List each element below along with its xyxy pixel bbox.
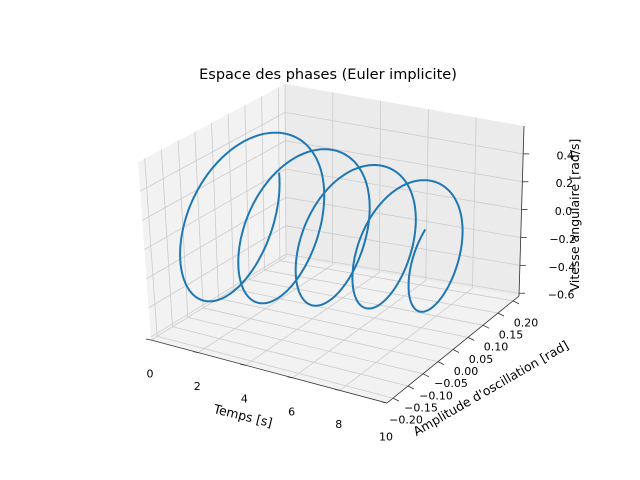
grid-line-z-backwall <box>285 140 523 183</box>
grid-line-z-leftwall <box>139 112 286 192</box>
x-tick-label: 10 <box>379 431 393 444</box>
grid-line-y-leftwall <box>160 149 173 327</box>
x-tick-label: 2 <box>194 380 201 393</box>
z-axis-label: Vitesse angulaire [rad/s] <box>567 139 582 292</box>
back-wall-pane <box>285 84 524 296</box>
grid-line-x-backwall <box>425 109 429 281</box>
grid-line-y-leftwall <box>244 105 250 280</box>
y-tick-mark <box>512 300 520 305</box>
y-tick-mark <box>437 361 445 366</box>
grid-line-y-floor <box>218 298 454 350</box>
grid-line-y-leftwall <box>227 114 235 290</box>
x-tick-label: 8 <box>335 418 342 431</box>
axis-ticks: 0246810−0.20−0.15−0.10−0.050.000.050.100… <box>145 149 576 444</box>
x-tick-mark <box>381 401 388 404</box>
y-tick-mark <box>467 336 475 341</box>
y-tick-label: −0.20 <box>389 414 423 427</box>
grid-line-y-leftwall <box>261 96 265 271</box>
x-tick-label: 0 <box>147 368 154 381</box>
y-tick-mark <box>482 324 490 329</box>
z-tick-label: −0.6 <box>548 289 575 302</box>
z-axis-line <box>518 125 525 297</box>
grid-line-z-backwall <box>285 111 524 155</box>
y-tick-label: −0.05 <box>434 377 468 390</box>
grid-line-z-backwall <box>285 168 522 211</box>
x-tick-mark <box>193 351 199 353</box>
y-tick-label: 0.00 <box>454 365 479 378</box>
grid-line-y-floor <box>279 260 514 302</box>
z-tick-label: −0.4 <box>549 261 576 274</box>
grid-line-y-floor <box>249 279 484 326</box>
z-tick-label: −0.2 <box>549 233 576 246</box>
grid-line-y-floor <box>203 307 439 363</box>
y-tick-label: 0.20 <box>514 316 539 329</box>
x-tick-mark <box>145 338 152 341</box>
x-tick-mark <box>240 363 246 366</box>
grid-line-z-leftwall <box>142 140 286 221</box>
y-tick-mark <box>452 349 460 353</box>
grid-line-z-backwall <box>285 225 520 266</box>
x-tick-label: 4 <box>241 393 248 406</box>
grid-line-x-backwall <box>378 100 381 273</box>
grid-line-y-leftwall <box>144 158 158 337</box>
y-tick-mark <box>392 397 400 402</box>
grid-line-y-floor <box>233 288 469 338</box>
x-tick-mark <box>287 376 293 379</box>
y-tick-mark <box>407 385 415 390</box>
series-layer <box>179 131 464 313</box>
x-tick-label: 6 <box>288 405 295 418</box>
grid-line-z-leftwall <box>144 168 286 250</box>
z-tick-label: 0.0 <box>555 205 573 218</box>
grid-line-y-floor <box>264 269 499 314</box>
y-tick-label: 0.15 <box>499 329 524 342</box>
y-tick-mark <box>497 312 505 317</box>
chart-title: Espace des phases (Euler implicite) <box>199 67 457 83</box>
axes-grid <box>139 83 525 404</box>
grid-line-y-floor <box>172 326 409 387</box>
axes-panes <box>138 84 524 403</box>
grid-line-y-floor <box>157 335 394 399</box>
grid-line-x-backwall <box>472 117 477 289</box>
y-tick-label: −0.15 <box>404 402 438 415</box>
y-tick-label: 0.10 <box>484 341 509 354</box>
y-tick-mark <box>422 373 430 378</box>
grid-line-y-floor <box>187 316 424 375</box>
z-tick-label: 0.4 <box>556 149 574 162</box>
y-tick-label: −0.10 <box>419 389 453 402</box>
grid-line-x-backwall <box>284 83 287 258</box>
phase-curve-series <box>179 131 464 313</box>
grid-line-y-leftwall <box>211 122 219 299</box>
grid-line-y-leftwall <box>194 131 204 308</box>
grid-line-z-leftwall <box>150 253 287 338</box>
y-tick-label: 0.05 <box>469 353 494 366</box>
grid-line-z-leftwall <box>148 225 287 309</box>
floor-pane <box>151 257 519 403</box>
z-tick-label: 0.2 <box>556 177 574 190</box>
grid-line-z-leftwall <box>146 197 286 280</box>
x-axis-line <box>150 339 388 404</box>
x-tick-mark <box>334 389 340 391</box>
